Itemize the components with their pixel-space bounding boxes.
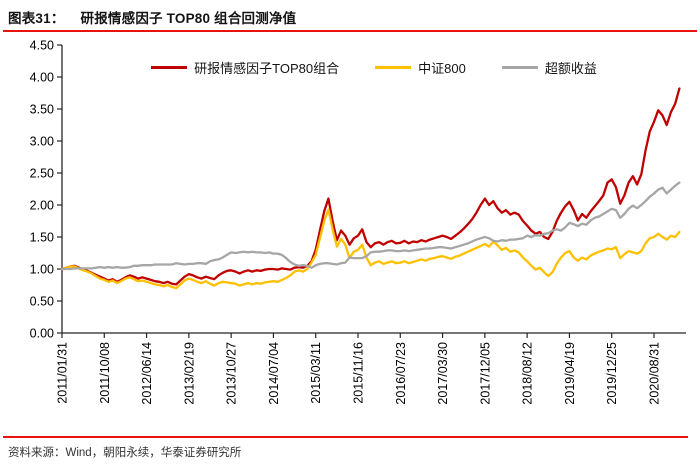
x-tick-label: 2020/08/31 bbox=[648, 342, 662, 405]
y-tick-label: 4.00 bbox=[30, 71, 54, 85]
series-line-excess-return bbox=[60, 181, 681, 271]
y-tick-label: 0.50 bbox=[30, 295, 54, 309]
x-tick-label: 2014/07/04 bbox=[267, 342, 281, 405]
y-tick-label: 0.00 bbox=[30, 327, 54, 341]
x-tick-label: 2017/03/30 bbox=[436, 342, 450, 405]
x-tick-label: 2013/10/27 bbox=[225, 342, 239, 405]
legend-label-csi800: 中证800 bbox=[418, 60, 466, 76]
x-tick-label: 2015/11/16 bbox=[352, 342, 366, 404]
x-tick-label: 2013/02/19 bbox=[182, 342, 196, 405]
figure-header: 图表31： 研报情感因子 TOP80 组合回测净值 bbox=[8, 7, 692, 27]
x-tick-label: 2019/04/19 bbox=[563, 342, 577, 405]
source-text: 资料来源：Wind，朝阳永续，华泰证券研究所 bbox=[8, 447, 242, 459]
axis-lines bbox=[61, 45, 686, 334]
x-tick-label: 2015/03/11 bbox=[309, 342, 323, 404]
x-tick-label: 2011/01/31 bbox=[56, 342, 70, 404]
legend-label-excess: 超额收益 bbox=[544, 60, 597, 76]
x-tick-label: 2012/06/14 bbox=[140, 342, 154, 405]
figure-label: 图表31： bbox=[8, 11, 65, 26]
title-underline-rule bbox=[3, 30, 697, 32]
y-tick-label: 3.00 bbox=[30, 135, 54, 149]
x-tick-label: 2011/10/08 bbox=[98, 342, 112, 404]
y-tick-label: 3.50 bbox=[30, 103, 54, 117]
x-tick-label: 2017/12/05 bbox=[478, 342, 492, 405]
series-line-csi800 bbox=[60, 208, 681, 290]
legend-line-icon-csi800 bbox=[375, 65, 412, 69]
y-tick-label: 1.50 bbox=[30, 231, 54, 245]
x-tick-label: 2018/08/12 bbox=[521, 342, 535, 405]
chart-legend: 研报情感因子TOP80组合 中证800 超额收益 bbox=[62, 58, 686, 76]
legend-item-csi800: 中证800 bbox=[375, 58, 466, 77]
y-tick-label: 2.00 bbox=[30, 199, 54, 213]
x-tick-label: 2016/07/23 bbox=[394, 342, 408, 405]
legend-item-excess: 超额收益 bbox=[501, 58, 597, 77]
y-tick-label: 4.50 bbox=[30, 39, 54, 53]
legend-line-icon-top80 bbox=[151, 65, 188, 69]
y-tick-label: 1.00 bbox=[30, 263, 54, 277]
source-divider-rule bbox=[3, 436, 688, 438]
legend-label-top80: 研报情感因子TOP80组合 bbox=[194, 60, 340, 76]
legend-line-icon-excess bbox=[501, 65, 538, 69]
series-line-top80-portfolio bbox=[60, 87, 681, 286]
figure-title: 研报情感因子 TOP80 组合回测净值 bbox=[80, 11, 297, 26]
y-tick-label: 2.50 bbox=[30, 167, 54, 181]
legend-item-top80: 研报情感因子TOP80组合 bbox=[151, 58, 339, 77]
x-tick-label: 2019/12/25 bbox=[605, 342, 619, 405]
